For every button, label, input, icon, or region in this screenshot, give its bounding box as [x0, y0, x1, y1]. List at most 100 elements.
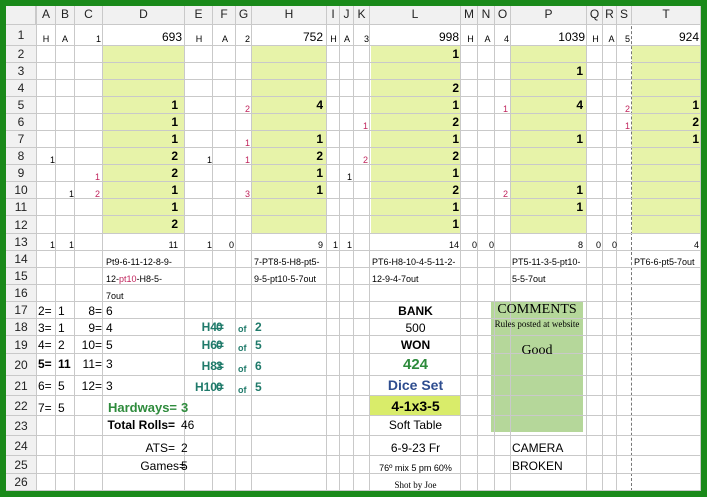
cell-e1[interactable]: H: [195, 34, 203, 44]
cell-l10[interactable]: 2: [452, 183, 459, 197]
cell-a1[interactable]: H: [42, 34, 50, 44]
row-header-21[interactable]: 21: [6, 376, 37, 396]
hardway-h8-total[interactable]: 6: [255, 359, 262, 373]
hardway-h8-value[interactable]: 3: [216, 359, 223, 373]
cell-l13[interactable]: 14: [448, 240, 459, 250]
cell-c10[interactable]: 2: [94, 189, 100, 199]
cell-r13[interactable]: 0: [611, 240, 617, 250]
cell-o5[interactable]: 1: [502, 104, 508, 114]
cell-d6[interactable]: 1: [171, 115, 178, 129]
session-date[interactable]: 6-9-23 Fr: [390, 441, 441, 455]
bank-value[interactable]: 500: [405, 321, 426, 335]
cell-k6[interactable]: 1: [362, 121, 368, 131]
cell-l1[interactable]: 998: [438, 30, 459, 44]
ats-value[interactable]: 2: [181, 441, 188, 455]
comments-title[interactable]: COMMENTS: [497, 302, 577, 317]
column-header-n[interactable]: N: [478, 6, 495, 25]
shooter4-seq-line2[interactable]: 5-5-7out: [512, 274, 546, 284]
hardway-h10-value[interactable]: 0: [216, 380, 223, 394]
column-header-b[interactable]: B: [56, 6, 75, 25]
column-header-o[interactable]: O: [495, 6, 511, 25]
stat-11-label[interactable]: 11=: [82, 357, 102, 371]
cell-d1[interactable]: 693: [161, 30, 182, 44]
stat-3-label[interactable]: 3=: [38, 321, 52, 335]
column-header-l[interactable]: L: [370, 6, 461, 25]
cell-h13[interactable]: 9: [317, 240, 323, 250]
stat-10-value[interactable]: 5: [106, 338, 113, 352]
row-header-15[interactable]: 15: [6, 268, 37, 285]
row-header-1[interactable]: 1: [6, 25, 37, 46]
row-header-19[interactable]: 19: [6, 336, 37, 354]
shooter2-seq-line2[interactable]: 9-5-pt10-5-7out: [254, 274, 317, 284]
column-header-f[interactable]: F: [213, 6, 236, 25]
cell-l5[interactable]: 1: [452, 98, 459, 112]
cell-n1[interactable]: A: [484, 34, 491, 44]
cell-h5[interactable]: 4: [316, 98, 323, 112]
cell-k1[interactable]: 3: [363, 34, 369, 44]
shooter5-seq-line1[interactable]: PT6-6-pt5-7out: [634, 257, 695, 267]
comments-body[interactable]: Good: [521, 343, 553, 358]
cell-d13[interactable]: 11: [168, 240, 178, 250]
hardways-total-label[interactable]: Hardways=: [108, 400, 178, 415]
cell-n13[interactable]: 0: [488, 240, 494, 250]
cell-e13[interactable]: 1: [206, 240, 212, 250]
cell-p3[interactable]: 1: [576, 64, 583, 78]
cell-l2[interactable]: 1: [452, 47, 459, 61]
cell-s5[interactable]: 2: [624, 104, 630, 114]
shooter1-seq-line2[interactable]: 12-pt10-H8-5-: [106, 272, 162, 286]
weather-note[interactable]: 76º mix 5 pm 60%: [379, 463, 452, 473]
won-value[interactable]: 424: [402, 356, 429, 373]
cell-i13[interactable]: 1: [332, 240, 338, 250]
corner-header[interactable]: [6, 6, 36, 25]
cell-j13[interactable]: 1: [346, 240, 352, 250]
hardway-h4-total[interactable]: 2: [255, 320, 262, 334]
stat-9-value[interactable]: 4: [106, 321, 113, 335]
stat-7-value[interactable]: 5: [58, 401, 65, 415]
stat-11-value[interactable]: 3: [106, 357, 113, 371]
cell-d12[interactable]: 2: [171, 217, 178, 231]
hardway-h10-total[interactable]: 5: [255, 380, 262, 394]
hardway-h6-total[interactable]: 5: [255, 338, 262, 352]
shooter3-seq-line2[interactable]: 12-9-4-7out: [372, 274, 419, 284]
column-header-p[interactable]: P: [511, 6, 587, 25]
row-header-12[interactable]: 12: [6, 216, 37, 234]
cell-b1[interactable]: A: [61, 34, 68, 44]
column-header-k[interactable]: K: [354, 6, 370, 25]
total-rolls-value[interactable]: 46: [181, 418, 195, 432]
row-header-25[interactable]: 25: [6, 456, 37, 474]
row-header-8[interactable]: 8: [6, 148, 37, 165]
hardway-h6-value[interactable]: 0: [216, 338, 223, 352]
cell-d5[interactable]: 1: [171, 98, 178, 112]
cell-b10[interactable]: 1: [68, 189, 74, 199]
stat-5-label[interactable]: 5=: [38, 357, 52, 371]
stat-5-value[interactable]: 11: [58, 357, 71, 371]
column-header-d[interactable]: D: [103, 6, 185, 25]
stat-8-label[interactable]: 8=: [88, 304, 102, 318]
column-header-j[interactable]: J: [340, 6, 354, 25]
cell-j1[interactable]: A: [343, 34, 350, 44]
cell-c9[interactable]: 1: [94, 172, 100, 182]
camera-note-line2[interactable]: BROKEN: [512, 459, 563, 473]
cell-a13[interactable]: 1: [49, 240, 55, 250]
row-header-6[interactable]: 6: [6, 114, 37, 131]
column-header-g[interactable]: G: [236, 6, 252, 25]
comments-rules-note[interactable]: Rules posted at website: [494, 319, 580, 329]
stat-12-value[interactable]: 3: [106, 379, 113, 393]
cell-p10[interactable]: 1: [576, 183, 583, 197]
row-header-14[interactable]: 14: [6, 251, 37, 268]
cell-h7[interactable]: 1: [316, 132, 323, 146]
column-header-q[interactable]: Q: [587, 6, 603, 25]
row-header-2[interactable]: 2: [6, 46, 37, 63]
cell-a8[interactable]: 1: [49, 155, 55, 165]
cell-l4[interactable]: 2: [452, 81, 459, 95]
row-header-22[interactable]: 22: [6, 396, 37, 416]
column-header-t[interactable]: T: [632, 6, 701, 25]
cell-j9[interactable]: 1: [346, 172, 352, 182]
row-header-18[interactable]: 18: [6, 319, 37, 336]
hardway-h6-label[interactable]: H6=: [201, 338, 224, 352]
stat-2-label[interactable]: 2=: [38, 304, 52, 318]
cell-r1[interactable]: A: [608, 34, 615, 44]
cell-g1[interactable]: 2: [244, 34, 250, 44]
shooter1-seq-line3[interactable]: 7out: [106, 291, 124, 301]
column-header-m[interactable]: M: [461, 6, 478, 25]
